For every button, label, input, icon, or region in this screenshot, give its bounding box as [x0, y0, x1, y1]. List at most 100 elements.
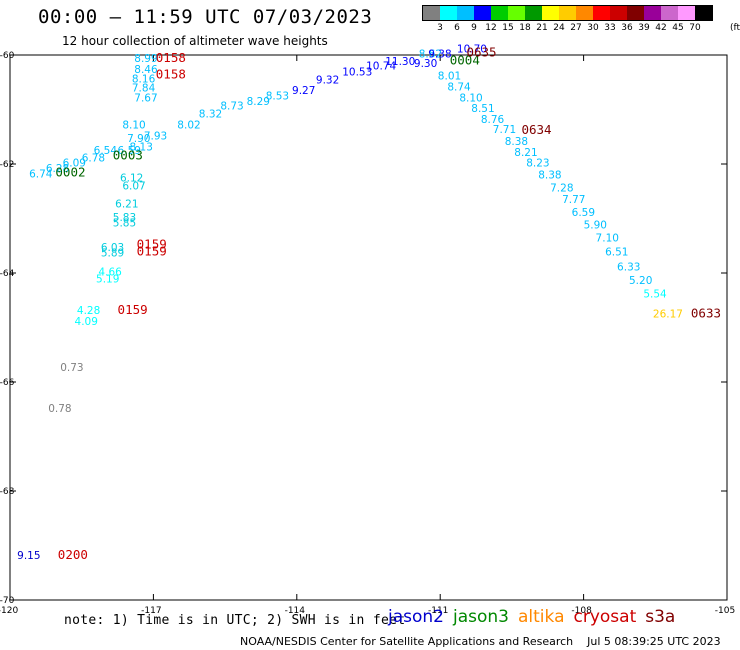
satellite-legend-item: cryosat	[573, 607, 637, 627]
wave-height-label: 6.28	[46, 163, 69, 175]
wave-height-label: 11.30	[385, 56, 415, 68]
wave-height-label: 8.76	[481, 114, 505, 126]
pass-time-label: 0159	[137, 236, 167, 251]
color-swatch	[491, 6, 508, 20]
pass-time-label: 0003	[113, 148, 143, 163]
color-scale-label: 21	[536, 23, 548, 33]
color-swatch	[695, 6, 712, 20]
wave-height-label: 5.54	[643, 289, 667, 301]
color-scale-label: 6	[454, 23, 460, 33]
wave-height-label: 8.13	[130, 141, 153, 153]
map-frame	[9, 54, 728, 601]
color-scale-label: 18	[519, 23, 531, 33]
wave-height-label: 6.21	[115, 199, 138, 211]
wave-height-label: 7.67	[134, 92, 157, 104]
pass-time-label: 0633	[691, 306, 721, 321]
wave-height-label: 4.66	[98, 267, 122, 279]
wave-height-label: 6.78	[82, 152, 105, 164]
color-scale-label: 27	[570, 23, 582, 33]
wave-height-label: 6.74	[29, 169, 53, 181]
satellite-legend-item: jason2	[388, 607, 444, 627]
pass-time-label: 0634	[521, 122, 551, 137]
color-swatch	[423, 6, 440, 20]
wave-height-label: 5.83	[113, 212, 136, 224]
wave-height-label: 8.16	[132, 73, 156, 85]
color-scale-unit: (ft)	[730, 23, 740, 33]
color-swatch	[661, 6, 678, 20]
page-title: 00:00 – 11:59 UTC 07/03/2023	[38, 6, 373, 28]
wave-height-label: 0.78	[48, 403, 71, 415]
satellite-legend-item: altika	[518, 607, 565, 627]
y-tick-label: -66	[0, 378, 15, 388]
wave-height-label: 5.89	[101, 248, 124, 260]
satellite-legend-item: jason3	[453, 607, 509, 627]
wave-height-label: 8.32	[199, 109, 222, 121]
wave-height-label: 7.71	[493, 124, 516, 136]
x-tick-label: -105	[715, 606, 735, 616]
wave-height-label: 8.38	[538, 170, 561, 182]
wave-height-label: 9.27	[292, 85, 315, 97]
wave-height-label: 8.29	[247, 96, 270, 108]
y-tick-label: -62	[0, 160, 14, 170]
x-tick-label: -111	[428, 606, 448, 616]
pass-time-label: 0158	[156, 66, 186, 81]
wave-height-label: 8.74	[447, 81, 471, 93]
wave-height-label: 7.93	[144, 130, 167, 142]
wave-height-label: 26.17	[653, 309, 683, 321]
color-scale-label: 39	[638, 23, 650, 33]
color-swatch	[542, 6, 559, 20]
wave-height-label: 8.38	[505, 136, 528, 148]
wave-height-label: 10.74	[366, 61, 396, 73]
credit-line: NOAA/NESDIS Center for Satellite Applica…	[240, 635, 721, 648]
wave-height-label: 6.54	[94, 145, 118, 157]
wave-height-label: 8.46	[134, 64, 158, 76]
color-scale-label: 30	[587, 23, 599, 33]
wave-height-label: 4.09	[75, 316, 98, 328]
wave-height-label: 6.51	[605, 247, 628, 259]
color-swatch	[440, 6, 457, 20]
wave-height-label: 6.07	[122, 181, 145, 193]
x-tick-label: -108	[571, 606, 592, 616]
color-swatch	[627, 6, 644, 20]
wave-height-label: 8.01	[438, 71, 461, 83]
color-scale-labels: 3 6 9 12 15 18 21 24 27 30 33 36 39 42 45 70	[422, 21, 713, 35]
pass-time-label: 0635	[466, 45, 496, 60]
wave-height-label: 7.90	[127, 133, 150, 145]
footnote: note: 1) Time is in UTC; 2) SWH is in fe…	[64, 613, 406, 628]
color-swatch	[474, 6, 491, 20]
wave-height-label: 5.85	[113, 218, 136, 230]
x-tick-label: -117	[141, 606, 161, 616]
color-scale-label: 9	[471, 23, 477, 33]
color-scale-label: 36	[621, 23, 633, 33]
satellite-legend: jason2 jason3 altika cryosat s3a	[388, 607, 675, 627]
color-scale-label: 45	[672, 23, 684, 33]
wave-height-label: 7.84	[132, 83, 156, 95]
color-scale-swatches	[422, 5, 713, 21]
wave-height-label: 8.99	[134, 53, 157, 65]
color-swatch	[525, 6, 542, 20]
color-swatch	[559, 6, 576, 20]
wave-height-label: 10.70	[457, 43, 487, 55]
wave-height-label: 9.15	[17, 550, 40, 562]
wave-height-label: 5.19	[96, 273, 119, 285]
credit-text: NOAA/NESDIS Center for Satellite Applica…	[240, 635, 574, 648]
wave-height-label: 9.32	[316, 74, 339, 86]
wave-height-label: 8.51	[471, 103, 494, 115]
color-swatch	[593, 6, 610, 20]
color-scale-label: 70	[689, 23, 701, 33]
wave-height-label: 7.28	[550, 182, 573, 194]
x-tick-label: -114	[285, 606, 306, 616]
color-swatch	[457, 6, 474, 20]
wave-height-label: 9.30	[414, 58, 437, 70]
pass-time-label: 0200	[58, 547, 88, 562]
pass-time-label: 0002	[55, 165, 85, 180]
color-swatch	[576, 6, 593, 20]
wave-height-label: 6.03	[101, 242, 124, 254]
pass-time-label: 0004	[450, 52, 480, 67]
wave-height-label: 6.12	[120, 172, 143, 184]
wave-height-label: 8.10	[122, 120, 145, 132]
wave-height-label: 8.21	[514, 147, 537, 159]
color-swatch	[508, 6, 525, 20]
pass-time-label: 0159	[118, 302, 148, 317]
